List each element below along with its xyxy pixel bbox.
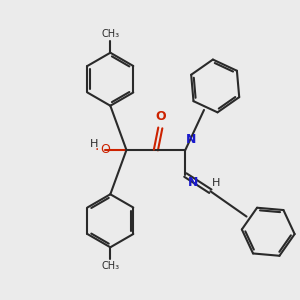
Text: ·: ·	[95, 143, 99, 157]
Text: H: H	[212, 178, 220, 188]
Text: CH₃: CH₃	[101, 29, 119, 40]
Text: N: N	[186, 133, 196, 146]
Text: O: O	[155, 110, 166, 124]
Text: H: H	[90, 139, 98, 148]
Text: CH₃: CH₃	[101, 260, 119, 271]
Text: O: O	[100, 143, 110, 157]
Text: N: N	[188, 176, 199, 190]
